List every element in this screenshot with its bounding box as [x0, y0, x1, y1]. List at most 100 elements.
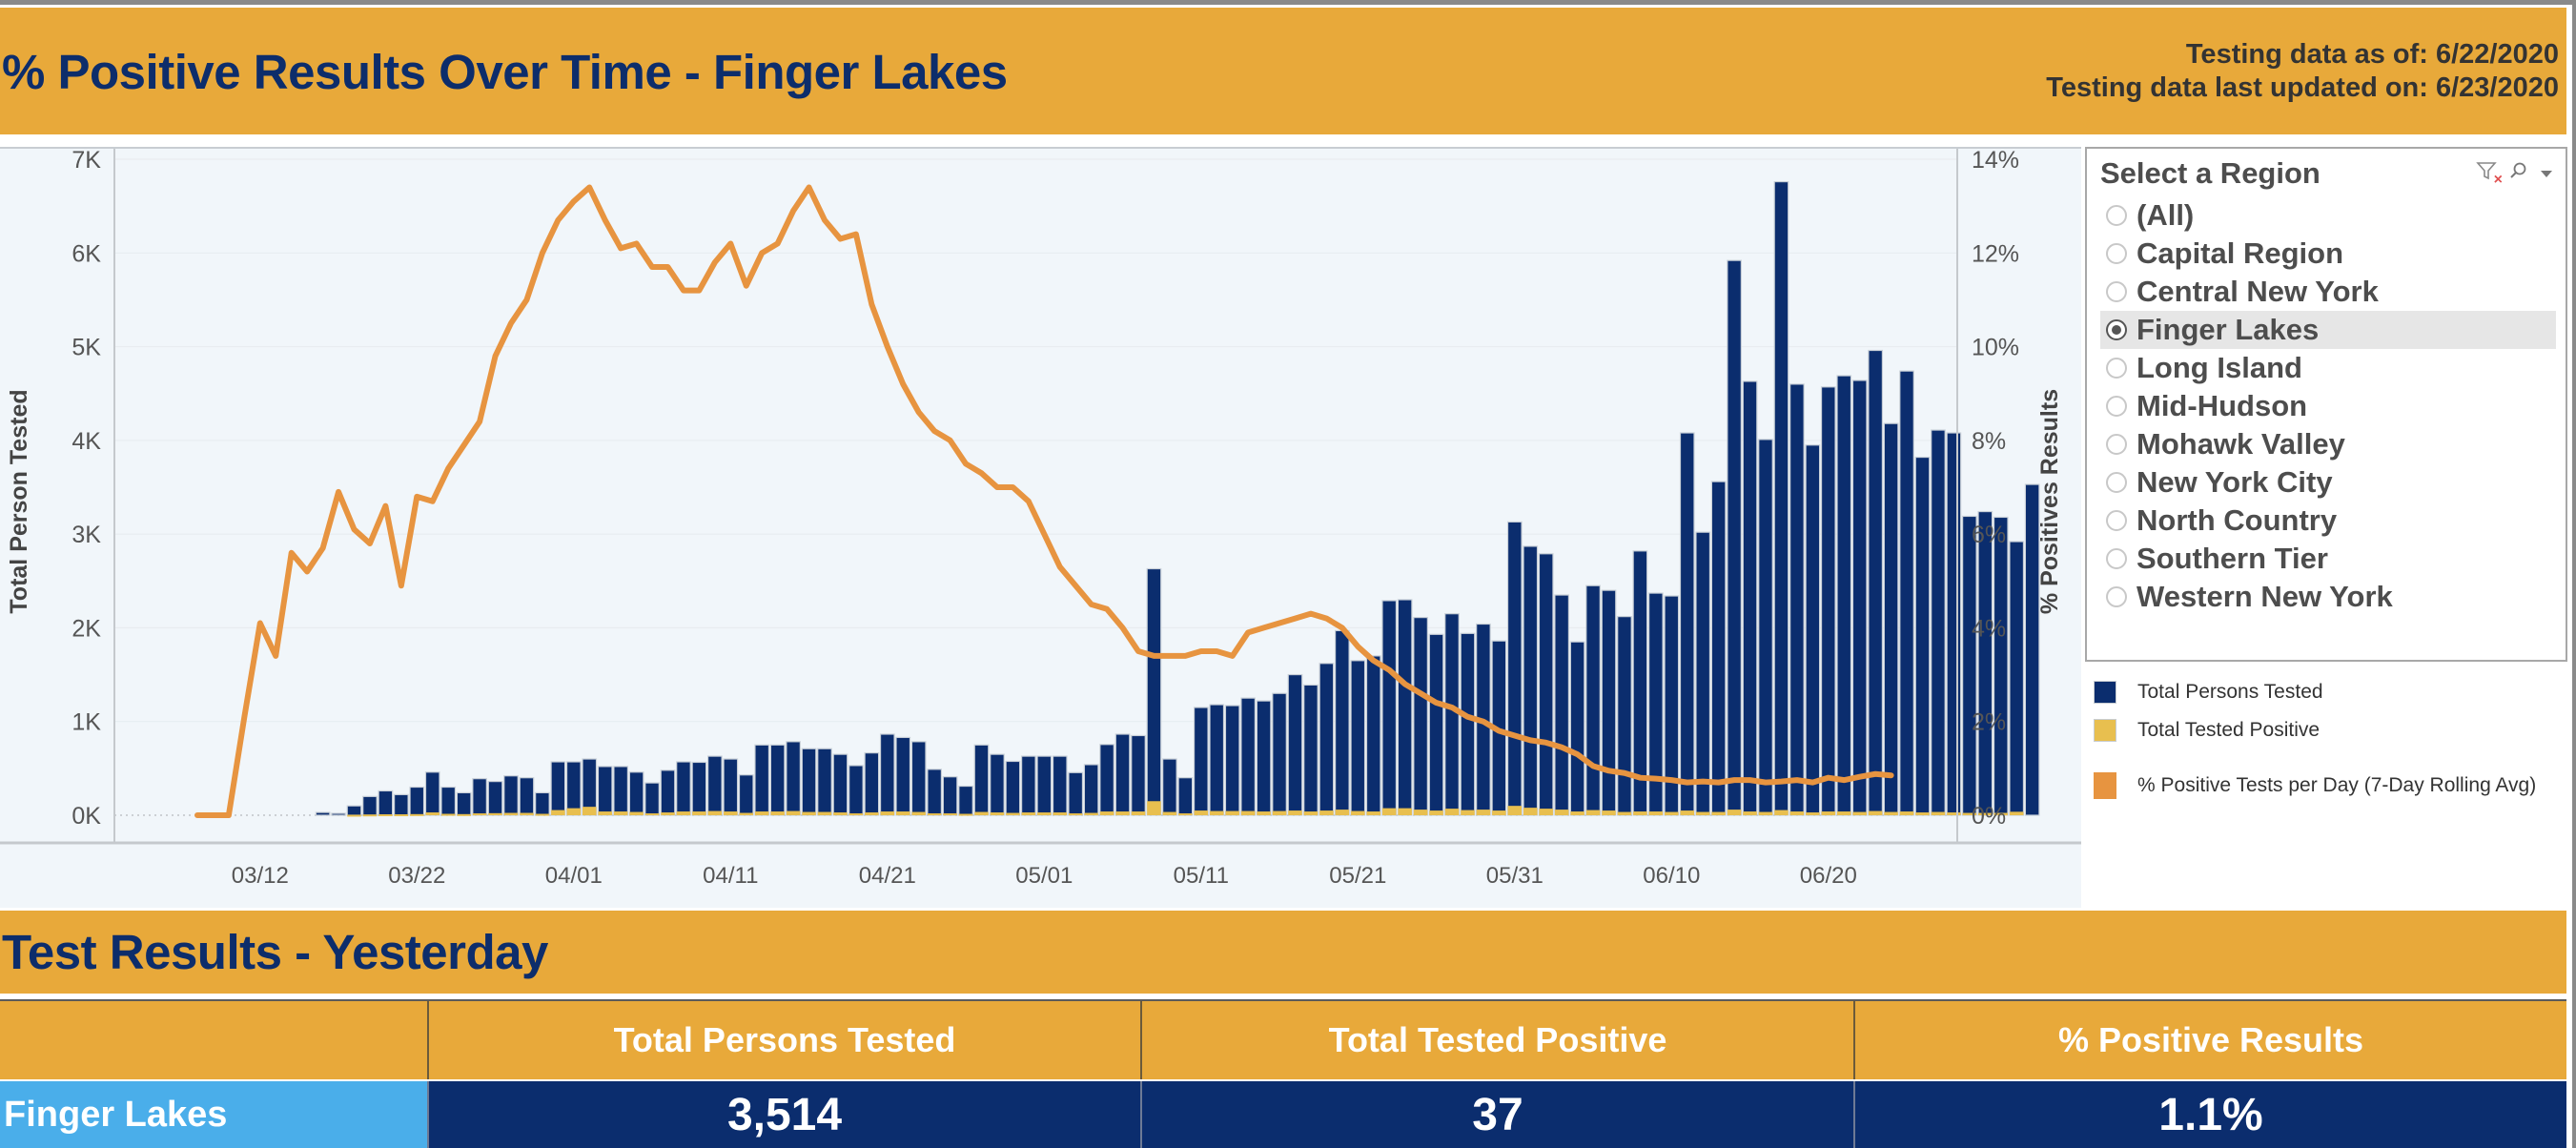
bar-positive[interactable]	[1821, 811, 1836, 815]
bar-tested[interactable]	[487, 781, 503, 816]
bar-tested[interactable]	[1710, 481, 1727, 816]
bar-tested[interactable]	[1005, 760, 1021, 816]
bar-positive[interactable]	[472, 813, 487, 816]
bar-positive[interactable]	[1335, 810, 1350, 815]
radio-icon[interactable]	[2106, 281, 2127, 302]
bar-positive[interactable]	[1993, 812, 2009, 815]
bar-tested[interactable]	[1569, 641, 1585, 816]
bar-positive[interactable]	[1240, 810, 1256, 815]
bar-tested[interactable]	[1820, 386, 1836, 816]
bar-tested[interactable]	[1365, 655, 1381, 816]
bar-tested[interactable]	[613, 766, 629, 816]
bar-positive[interactable]	[865, 812, 879, 815]
bar-tested[interactable]	[1977, 510, 1993, 816]
bar-positive[interactable]	[1006, 812, 1020, 815]
bar-positive[interactable]	[1711, 811, 1726, 815]
bar-tested[interactable]	[550, 761, 566, 816]
bar-positive[interactable]	[1695, 811, 1710, 815]
bar-tested[interactable]	[1538, 553, 1554, 816]
bar-tested[interactable]	[660, 769, 676, 816]
bar-positive[interactable]	[786, 810, 801, 815]
bar-positive[interactable]	[1789, 811, 1805, 815]
bar-tested[interactable]	[1931, 429, 1946, 816]
bar-positive[interactable]	[1115, 811, 1130, 815]
bar-tested[interactable]	[1287, 673, 1303, 816]
bar-positive[interactable]	[551, 810, 565, 815]
bar-tested[interactable]	[1836, 375, 1852, 816]
bar-positive[interactable]	[848, 813, 864, 816]
bar-tested[interactable]	[1193, 707, 1209, 816]
region-option[interactable]: Southern Tier	[2100, 540, 2556, 578]
bar-tested[interactable]	[1899, 370, 1914, 816]
bar-tested[interactable]	[832, 753, 848, 816]
bar-tested[interactable]	[1679, 432, 1695, 816]
bar-tested[interactable]	[565, 761, 582, 816]
bar-positive[interactable]	[927, 813, 942, 816]
bar-tested[interactable]	[503, 775, 519, 816]
region-option[interactable]: Mid-Hudson	[2100, 387, 2556, 425]
bar-tested[interactable]	[628, 771, 644, 816]
bar-tested[interactable]	[1036, 755, 1053, 816]
bar-positive[interactable]	[2009, 811, 2024, 815]
bar-tested[interactable]	[1962, 515, 1977, 816]
bar-positive[interactable]	[1633, 811, 1647, 815]
bar-positive[interactable]	[1131, 811, 1146, 815]
bar-tested[interactable]	[691, 761, 707, 816]
bar-tested[interactable]	[519, 777, 535, 816]
bar-positive[interactable]	[943, 813, 957, 816]
bar-positive[interactable]	[629, 811, 644, 815]
bar-positive[interactable]	[911, 811, 926, 815]
bar-positive[interactable]	[598, 811, 612, 815]
bar-positive[interactable]	[394, 814, 409, 817]
bar-positive[interactable]	[1461, 810, 1475, 815]
bar-tested[interactable]	[1460, 632, 1476, 816]
bar-positive[interactable]	[566, 808, 582, 815]
bar-positive[interactable]	[1444, 809, 1460, 815]
region-option[interactable]: (All)	[2100, 196, 2556, 235]
bar-positive[interactable]	[583, 807, 597, 815]
bar-tested[interactable]	[990, 753, 1005, 816]
bar-positive[interactable]	[1272, 810, 1287, 815]
bar-positive[interactable]	[833, 812, 848, 815]
bar-tested[interactable]	[1209, 704, 1225, 816]
bar-tested[interactable]	[738, 774, 754, 816]
bar-positive[interactable]	[1084, 812, 1098, 815]
bar-tested[interactable]	[1851, 379, 1868, 816]
bar-tested[interactable]	[817, 748, 832, 816]
bar-tested[interactable]	[1177, 777, 1194, 816]
bar-tested[interactable]	[1272, 692, 1287, 816]
bar-positive[interactable]	[974, 811, 989, 815]
bar-positive[interactable]	[1492, 810, 1506, 815]
bar-positive[interactable]	[1978, 812, 1993, 815]
bar-positive[interactable]	[1915, 812, 1930, 815]
bar-tested[interactable]	[2009, 541, 2025, 816]
bar-positive[interactable]	[1602, 810, 1616, 815]
bar-tested[interactable]	[942, 776, 958, 816]
bar-tested[interactable]	[1554, 594, 1570, 816]
bar-positive[interactable]	[520, 812, 534, 815]
bar-positive[interactable]	[1665, 811, 1679, 815]
bar-positive[interactable]	[457, 813, 471, 816]
bar-positive[interactable]	[676, 811, 691, 815]
bar-positive[interactable]	[739, 812, 754, 815]
bar-tested[interactable]	[1914, 456, 1931, 816]
bar-positive[interactable]	[1617, 811, 1632, 815]
bar-positive[interactable]	[817, 811, 832, 815]
bar-positive[interactable]	[1178, 813, 1193, 816]
bar-tested[interactable]	[1303, 684, 1319, 816]
bar-positive[interactable]	[503, 812, 519, 815]
bar-positive[interactable]	[488, 812, 502, 815]
bar-tested[interactable]	[1444, 613, 1460, 816]
region-option[interactable]: Long Island	[2100, 349, 2556, 387]
bar-positive[interactable]	[692, 811, 706, 815]
bar-positive[interactable]	[425, 812, 440, 815]
bar-tested[interactable]	[2024, 483, 2040, 816]
bar-tested[interactable]	[1506, 521, 1523, 816]
bar-positive[interactable]	[1413, 810, 1428, 815]
bar-tested[interactable]	[786, 741, 801, 816]
bar-tested[interactable]	[472, 778, 487, 816]
bar-tested[interactable]	[1381, 600, 1398, 816]
clear-filter-icon[interactable]: ×	[2476, 160, 2503, 188]
bar-positive[interactable]	[724, 811, 738, 815]
bar-positive[interactable]	[1884, 811, 1898, 815]
